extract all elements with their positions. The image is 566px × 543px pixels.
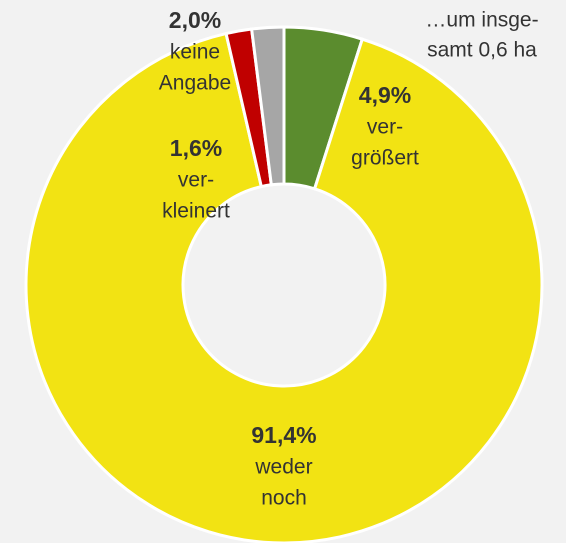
annotation: samt 0,6 ha [427,39,537,62]
value-label: 91,4% [251,422,316,448]
donut-slice [249,25,286,187]
category-label: keine [170,41,220,64]
category-label: größert [351,147,419,170]
category-label: kleinert [162,200,230,223]
value-label: 4,9% [359,82,411,108]
category-label: noch [261,487,307,510]
category-label: weder [254,456,312,479]
category-label: ver- [178,169,214,192]
category-label: ver- [367,116,403,139]
donut-slice [24,31,544,543]
annotation: …um insge- [425,9,538,32]
value-label: 2,0% [169,7,221,33]
category-label: Angabe [159,72,231,95]
value-label: 1,6% [170,135,222,161]
